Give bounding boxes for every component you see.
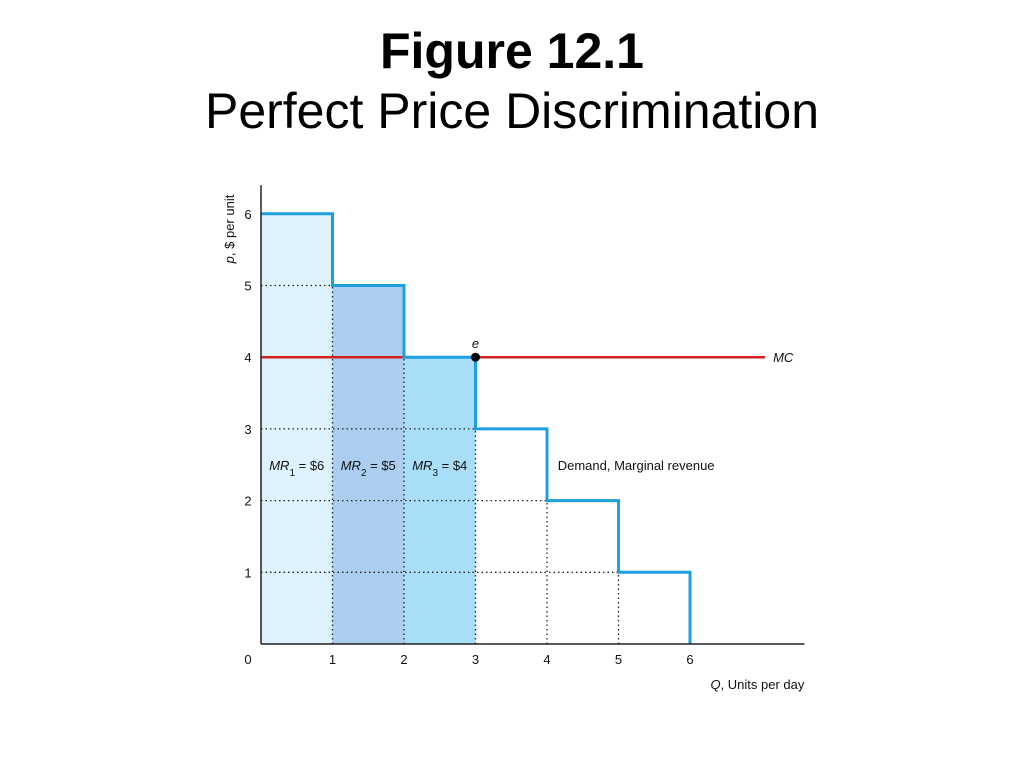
x-tick-label-5: 5 bbox=[615, 652, 622, 667]
x-tick-label-6: 6 bbox=[686, 652, 693, 667]
demand-curve bbox=[261, 212, 692, 644]
y-tick-label-3: 3 bbox=[244, 422, 251, 437]
figure-title-block: Figure 12.1 Perfect Price Discrimination bbox=[0, 22, 1024, 142]
x-tick-label-1: 1 bbox=[329, 652, 336, 667]
figure-subtitle: Perfect Price Discrimination bbox=[204, 83, 820, 139]
y-axis-label: p, $ per unit bbox=[222, 194, 237, 264]
x-tick-label-4: 4 bbox=[543, 652, 550, 667]
x-axis-label: Q, Units per day bbox=[710, 677, 804, 692]
y-tick-label-5: 5 bbox=[244, 279, 251, 294]
equilibrium-label: e bbox=[472, 336, 479, 351]
mc-label: MC bbox=[773, 350, 794, 365]
mr-label-2: MR2 = $5 bbox=[341, 458, 396, 479]
shaded-unit-1 bbox=[261, 213, 333, 645]
y-tick-label-2: 2 bbox=[244, 494, 251, 509]
x-tick-label-3: 3 bbox=[472, 652, 479, 667]
x-tick-label-0: 0 bbox=[244, 652, 251, 667]
demand-label: Demand, Marginal revenue bbox=[558, 458, 715, 473]
shaded-unit-2 bbox=[332, 285, 404, 644]
mr-label-3: MR3 = $4 bbox=[412, 458, 467, 479]
y-tick-label-4: 4 bbox=[244, 350, 251, 365]
equilibrium-point bbox=[471, 352, 480, 362]
y-tick-label-1: 1 bbox=[244, 565, 251, 580]
figure-title: Figure 12.1 bbox=[380, 23, 644, 79]
y-tick-label-6: 6 bbox=[244, 207, 251, 222]
x-tick-label-2: 2 bbox=[400, 652, 407, 667]
mr-label-1: MR1 = $6 bbox=[269, 458, 324, 479]
